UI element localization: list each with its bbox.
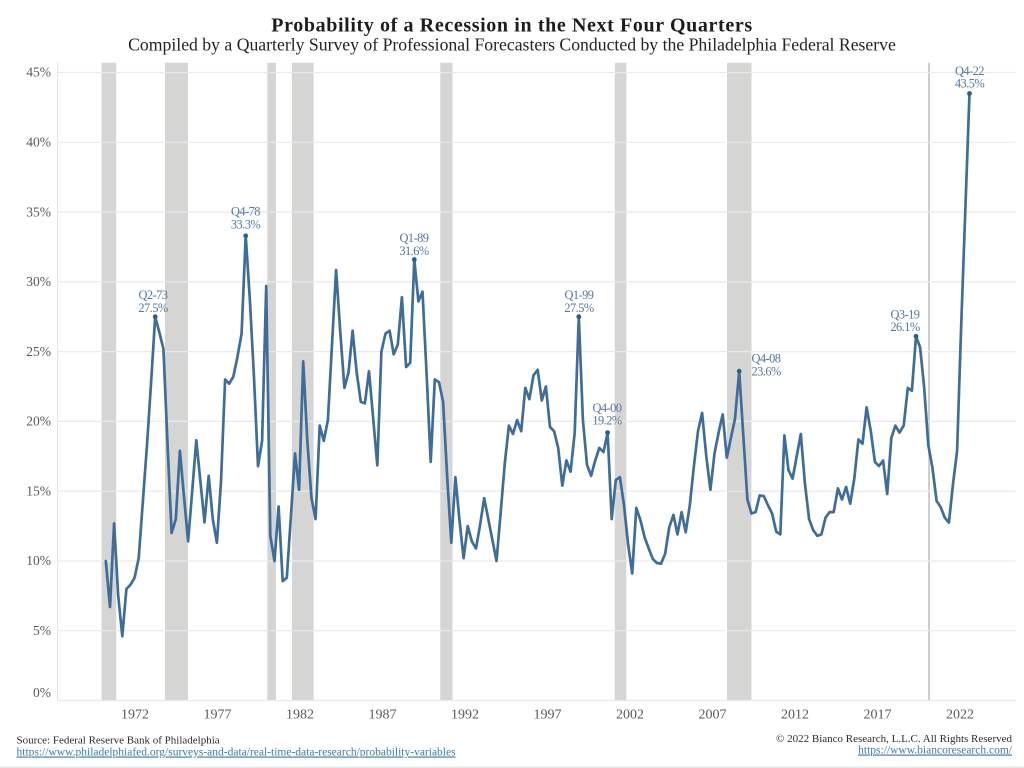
svg-text:Q1-99: Q1-99	[565, 288, 594, 302]
svg-text:1972: 1972	[121, 708, 149, 723]
svg-text:23.6%: 23.6%	[752, 365, 781, 379]
svg-text:40%: 40%	[26, 135, 51, 150]
svg-text:25%: 25%	[26, 344, 51, 359]
svg-text:43.5%: 43.5%	[955, 77, 984, 91]
svg-text:Source: Federal Reserve Bank o: Source: Federal Reserve Bank of Philadel…	[17, 735, 220, 747]
svg-text:30%: 30%	[26, 274, 51, 289]
svg-text:© 2022 Bianco Research, L.L.C.: © 2022 Bianco Research, L.L.C. All Right…	[776, 733, 1012, 745]
svg-text:2012: 2012	[781, 708, 809, 723]
svg-text:Compiled by a Quarterly Survey: Compiled by a Quarterly Survey of Profes…	[128, 34, 896, 54]
svg-text:31.6%: 31.6%	[399, 244, 428, 258]
svg-text:Q4-22: Q4-22	[955, 64, 984, 78]
svg-text:https://www.biancoresearch.com: https://www.biancoresearch.com/	[858, 745, 1013, 757]
svg-text:45%: 45%	[26, 65, 51, 80]
svg-text:35%: 35%	[26, 204, 51, 219]
svg-text:26.1%: 26.1%	[890, 320, 919, 334]
svg-text:0%: 0%	[33, 685, 51, 700]
svg-text:27.5%: 27.5%	[564, 301, 593, 315]
svg-text:15%: 15%	[26, 483, 51, 498]
svg-text:2002: 2002	[616, 708, 644, 723]
svg-text:Q4-78: Q4-78	[231, 205, 260, 219]
svg-text:5%: 5%	[33, 623, 51, 638]
svg-text:2022: 2022	[946, 708, 974, 723]
svg-text:27.5%: 27.5%	[138, 301, 167, 315]
svg-text:1982: 1982	[286, 708, 314, 723]
svg-text:Q4-00: Q4-00	[593, 401, 622, 415]
svg-text:1997: 1997	[534, 708, 562, 723]
svg-text:2017: 2017	[864, 708, 892, 723]
svg-text:20%: 20%	[26, 414, 51, 429]
svg-text:https://www.philadelphiafed.or: https://www.philadelphiafed.org/surveys-…	[17, 747, 457, 759]
svg-text:33.3%: 33.3%	[231, 218, 260, 232]
svg-text:19.2%: 19.2%	[592, 414, 621, 428]
svg-text:Q1-89: Q1-89	[400, 231, 429, 245]
svg-text:Probability of a Recession in: Probability of a Recession in the Next F…	[271, 15, 752, 37]
svg-text:1987: 1987	[369, 708, 397, 723]
svg-text:Q4-08: Q4-08	[752, 352, 781, 366]
svg-text:2007: 2007	[699, 708, 727, 723]
svg-text:Q2-73: Q2-73	[139, 288, 168, 302]
svg-text:1977: 1977	[204, 708, 232, 723]
svg-text:1992: 1992	[451, 708, 479, 723]
svg-text:10%: 10%	[26, 553, 51, 568]
svg-text:Q3-19: Q3-19	[891, 308, 920, 322]
